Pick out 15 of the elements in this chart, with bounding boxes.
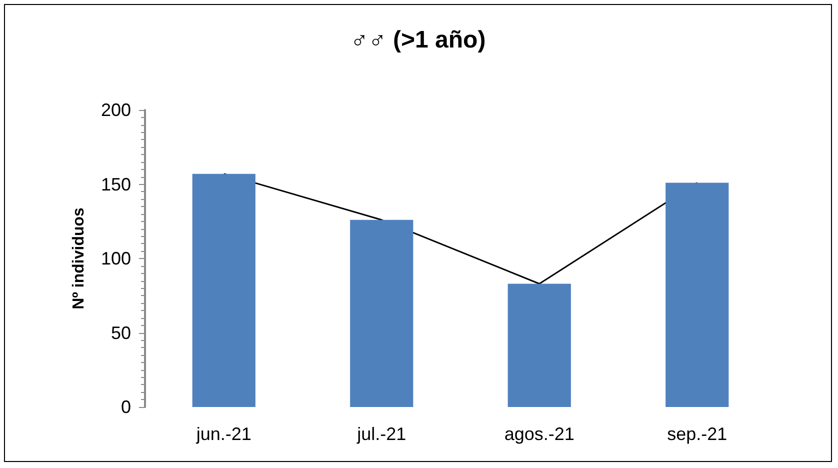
y-tick-label: 0 <box>120 397 131 417</box>
x-tick-label: jun.-21 <box>195 424 252 444</box>
chart-title: ♂♂ (>1 año) <box>350 26 486 54</box>
bar <box>666 182 729 407</box>
x-tick-label: jul.-21 <box>356 424 406 444</box>
y-tick-label: 50 <box>110 322 131 343</box>
y-axis-title: Nº individuos <box>70 207 88 310</box>
y-tick-label: 100 <box>100 248 131 268</box>
x-tick-label: agos.-21 <box>504 424 574 444</box>
y-tick-label: 150 <box>100 174 131 194</box>
bar <box>192 174 256 407</box>
x-tick-label: sep.-21 <box>667 424 728 444</box>
bar <box>508 284 571 407</box>
bar <box>350 220 414 407</box>
y-tick-label: 200 <box>100 100 131 120</box>
